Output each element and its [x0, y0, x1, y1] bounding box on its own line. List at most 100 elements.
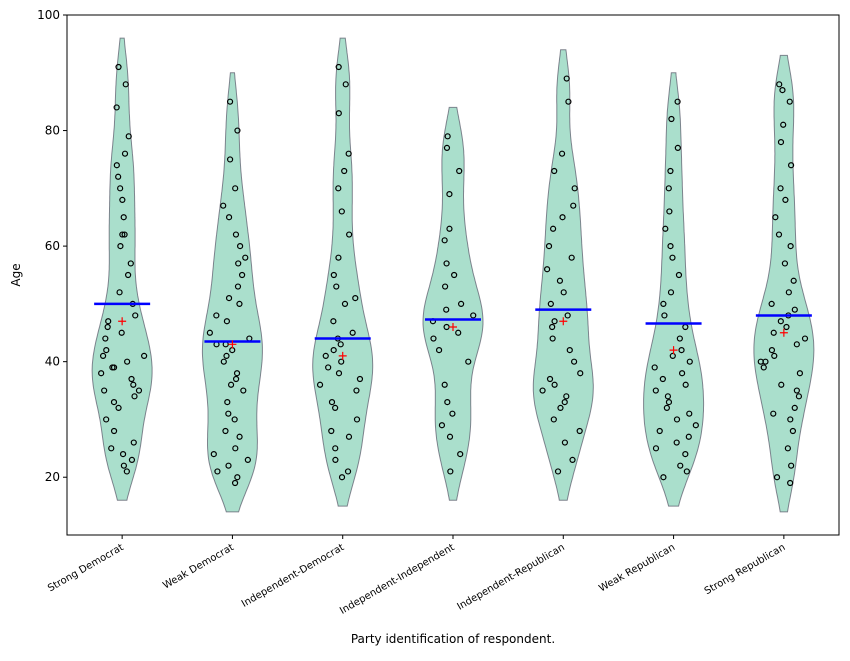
data-point	[236, 433, 243, 440]
data-point	[330, 318, 337, 325]
data-point	[244, 456, 251, 463]
violin	[312, 37, 374, 507]
data-point	[656, 427, 663, 435]
data-point	[570, 358, 578, 365]
data-point	[443, 306, 450, 313]
data-point	[349, 329, 356, 336]
data-point	[783, 323, 790, 331]
data-point	[123, 468, 130, 475]
data-point	[569, 456, 576, 463]
data-point	[346, 231, 353, 238]
data-point	[99, 352, 107, 359]
median-marker	[559, 317, 568, 326]
data-point	[109, 364, 116, 371]
data-point	[772, 214, 779, 221]
data-point	[788, 462, 795, 469]
data-point	[682, 381, 689, 388]
data-point	[132, 312, 139, 319]
data-point	[545, 243, 553, 250]
data-point	[335, 254, 342, 261]
data-point	[342, 81, 349, 88]
data-point	[227, 381, 235, 388]
violin	[91, 37, 153, 501]
data-point	[544, 266, 551, 273]
data-point	[121, 231, 128, 238]
data-point	[206, 329, 213, 336]
data-point	[678, 370, 686, 377]
data-point	[451, 271, 458, 279]
data-point	[549, 225, 557, 232]
violin	[532, 49, 594, 501]
data-point	[692, 422, 699, 429]
data-point	[113, 162, 120, 169]
data-point	[780, 121, 787, 128]
data-point	[660, 300, 667, 307]
data-point	[337, 341, 344, 348]
data-point	[118, 329, 125, 336]
data-point	[116, 289, 123, 296]
data-point	[131, 393, 138, 400]
data-point	[776, 81, 783, 88]
data-point	[561, 439, 569, 446]
data-point	[128, 375, 135, 383]
data-point	[677, 462, 684, 469]
data-point	[332, 456, 339, 463]
data-point	[663, 404, 670, 411]
data-point	[660, 474, 667, 481]
data-point	[556, 277, 564, 284]
data-point	[571, 185, 578, 192]
data-point	[325, 364, 332, 371]
data-point	[115, 63, 122, 71]
data-point	[539, 387, 546, 394]
data-point	[787, 479, 794, 487]
data-point	[458, 300, 465, 307]
x-tick-label: Weak Democrat	[161, 542, 236, 592]
data-point	[667, 289, 675, 296]
data-point	[665, 399, 673, 406]
data-point	[796, 370, 804, 377]
data-point	[430, 335, 437, 342]
data-point	[470, 312, 477, 319]
data-point	[465, 358, 472, 365]
data-point	[778, 381, 785, 388]
data-point	[651, 364, 658, 371]
data-point	[232, 445, 239, 452]
data-point	[335, 110, 342, 117]
data-point	[566, 347, 573, 354]
data-point	[338, 208, 345, 215]
violin	[753, 54, 815, 513]
data-point	[231, 416, 238, 423]
y-tick-label: 60	[45, 239, 60, 253]
data-point	[449, 410, 456, 417]
data-point	[757, 358, 764, 365]
data-point	[214, 468, 221, 475]
data-point	[664, 393, 672, 400]
data-point	[128, 456, 136, 463]
data-point	[546, 375, 554, 383]
data-point	[330, 347, 337, 354]
data-point	[652, 387, 659, 394]
x-tick-label: Strong Democrat	[46, 542, 126, 594]
data-point	[220, 358, 227, 365]
data-point	[777, 185, 784, 192]
data-point	[563, 75, 570, 82]
data-point	[115, 404, 122, 411]
data-point	[446, 225, 453, 232]
data-point	[98, 370, 105, 377]
data-point	[135, 387, 143, 394]
data-point	[551, 167, 558, 175]
data-point	[673, 416, 681, 423]
data-point	[233, 370, 241, 377]
data-point	[122, 81, 129, 88]
data-point	[345, 433, 353, 440]
data-point	[446, 433, 454, 440]
data-point	[225, 214, 233, 221]
data-point	[353, 387, 360, 394]
data-point	[353, 416, 361, 423]
data-point	[225, 462, 232, 469]
data-point	[770, 329, 777, 336]
data-point	[779, 87, 786, 94]
data-point	[678, 347, 685, 354]
data-point	[352, 295, 359, 302]
